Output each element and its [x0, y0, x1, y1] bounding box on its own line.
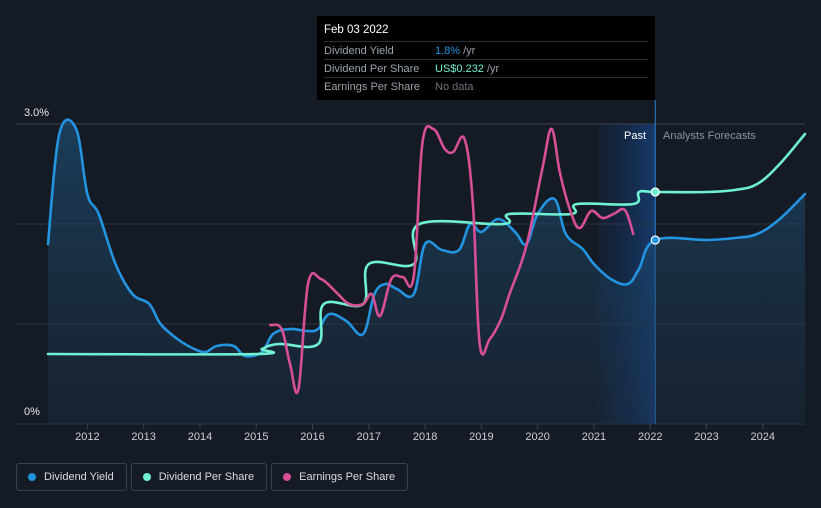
legend-dot — [283, 473, 292, 481]
tooltip-label: Dividend Yield — [324, 44, 394, 57]
legend: Dividend Yield Dividend Per Share Earnin… — [16, 463, 409, 491]
x-tick-label: 2017 — [356, 431, 382, 443]
tooltip-value: US$0.232 — [435, 62, 484, 75]
tooltip-unit: /yr — [463, 44, 476, 57]
x-tick-label: 2021 — [581, 431, 607, 443]
x-tick-label: 2015 — [243, 431, 269, 443]
tooltip-unit: /yr — [486, 62, 500, 75]
tooltip: Feb 03 2022 Dividend Yield 1.8% /yr Divi… — [317, 16, 655, 100]
y-label-bottom: 0% — [24, 406, 40, 418]
tooltip-label: Dividend Per Share — [324, 62, 420, 75]
dividend-per-share-line[interactable] — [46, 132, 807, 356]
markers — [650, 187, 660, 245]
x-tick-label: 2014 — [187, 431, 213, 443]
tooltip-date: Feb 03 2022 — [324, 24, 648, 42]
dividend-yield-area — [48, 119, 805, 424]
tooltip-label: Earnings Per Share — [324, 80, 420, 93]
forecast-label: Analysts Forecasts — [663, 130, 756, 142]
x-tick-label: 2024 — [750, 431, 776, 443]
tooltip-value: 1.8% — [435, 44, 461, 57]
legend-label: Earnings Per Share — [299, 471, 396, 483]
tooltip-row-dividend-yield: Dividend Yield 1.8% /yr — [324, 42, 648, 60]
y-label-top: 3.0% — [24, 107, 50, 119]
dividend-yield-marker[interactable] — [650, 235, 660, 245]
legend-label: Dividend Yield — [44, 471, 114, 483]
x-tick-label: 2018 — [412, 431, 438, 443]
tooltip-row-earnings-per-share: Earnings Per Share No data — [324, 78, 648, 95]
legend-item-dividend-per-share[interactable]: Dividend Per Share — [130, 463, 268, 491]
x-tick-label: 2013 — [131, 431, 156, 443]
dividend-per-share-marker[interactable] — [650, 187, 660, 197]
dividend-yield-line[interactable] — [46, 118, 807, 358]
tooltip-row-dividend-per-share: Dividend Per Share US$0.232 /yr — [324, 60, 648, 78]
x-tick-label: 2022 — [637, 431, 663, 443]
legend-dot — [142, 473, 151, 481]
legend-dot — [28, 473, 36, 481]
tooltip-value: No data — [435, 80, 474, 93]
x-tick-label: 2019 — [469, 431, 494, 443]
legend-label: Dividend Per Share — [158, 471, 255, 483]
x-tick-label: 2020 — [525, 431, 550, 443]
x-tick-label: 2023 — [694, 431, 719, 443]
past-label: Past — [624, 130, 647, 142]
earnings-per-share-line[interactable] — [269, 124, 635, 394]
x-tick-label: 2016 — [300, 431, 325, 443]
series-layer — [46, 118, 807, 424]
x-tick-label: 2012 — [75, 431, 100, 443]
legend-item-earnings-per-share[interactable]: Earnings Per Share — [271, 463, 409, 491]
legend-item-dividend-yield[interactable]: Dividend Yield — [16, 463, 127, 491]
